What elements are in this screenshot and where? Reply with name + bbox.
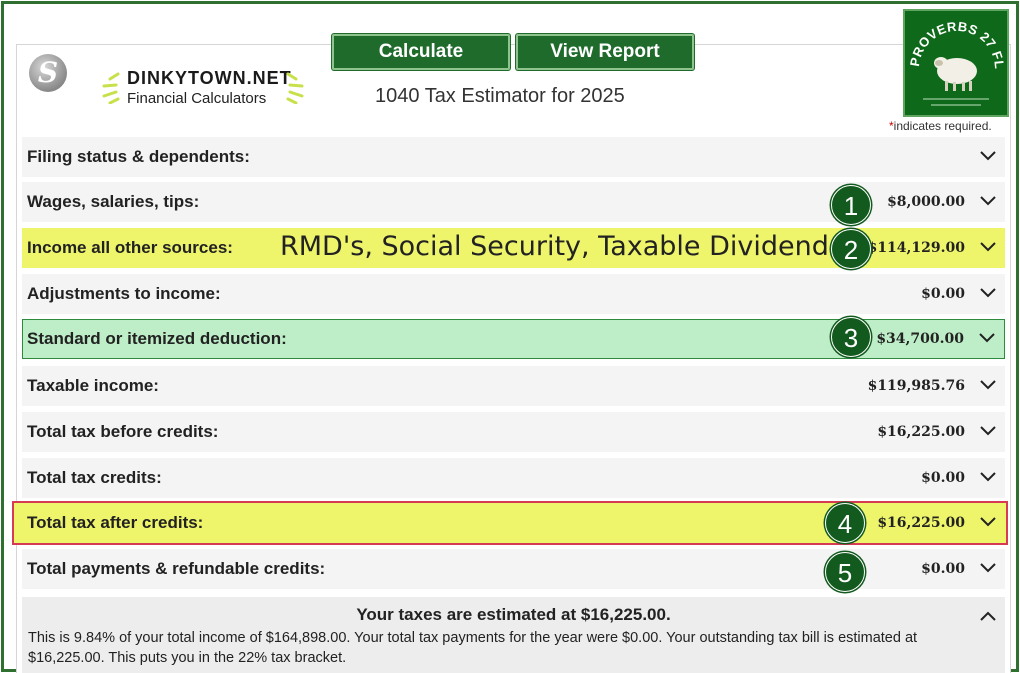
dinkytown-logo[interactable]: DINKYTOWN.NET Financial Calculators — [98, 66, 308, 112]
chevron-down-icon[interactable] — [979, 286, 997, 300]
chevron-down-icon[interactable] — [979, 424, 997, 438]
row-value: $0.00 — [921, 286, 965, 302]
row-label: Total tax before credits: — [27, 422, 219, 441]
summary-panel: Your taxes are estimated at $16,225.00. … — [22, 597, 1005, 673]
summary-title: Your taxes are estimated at $16,225.00. — [356, 605, 671, 624]
brand-name: DINKYTOWN.NET — [127, 68, 292, 88]
row-value: $8,000.00 — [887, 194, 965, 210]
view-report-button[interactable]: View Report — [516, 34, 694, 70]
marker-3: 3 — [831, 317, 871, 357]
row-label: Total payments & refundable credits: — [27, 559, 326, 578]
row-label: Total tax after credits: — [27, 513, 204, 532]
required-note: *indicates required. — [889, 119, 992, 133]
row-value: $16,225.00 — [877, 515, 965, 531]
row-label: Total tax credits: — [27, 468, 162, 487]
page-title: 1040 Tax Estimator for 2025 — [375, 85, 625, 107]
row-value: $119,985.76 — [867, 378, 965, 394]
sun-rays-left-icon — [102, 72, 120, 104]
marker-2: 2 — [831, 229, 871, 269]
summary-body: This is 9.84% of your total income of $1… — [28, 630, 918, 666]
s-logo-icon: S — [29, 54, 67, 92]
chevron-down-icon[interactable] — [979, 378, 997, 392]
row-value: $114,129.00 — [867, 240, 965, 256]
row-tax-before-credits[interactable]: Total tax before credits: $16,225.00 — [22, 412, 1005, 452]
row-value: $0.00 — [921, 470, 965, 486]
marker-4: 4 — [825, 503, 865, 543]
chevron-down-icon[interactable] — [979, 515, 997, 529]
row-taxable-income[interactable]: Taxable income: $119,985.76 — [22, 366, 1005, 406]
row-filing-status[interactable]: Filing status & dependents: — [22, 137, 1005, 177]
row-value: $16,225.00 — [877, 424, 965, 440]
row-label: Wages, salaries, tips: — [27, 192, 200, 211]
calculate-button[interactable]: Calculate — [332, 34, 510, 70]
sun-rays-right-icon — [286, 72, 304, 104]
row-label: Income all other sources: — [27, 238, 233, 257]
row-label: Standard or itemized deduction: — [27, 329, 287, 348]
chevron-down-icon[interactable] — [979, 194, 997, 208]
row-tax-credits[interactable]: Total tax credits: $0.00 — [22, 458, 1005, 498]
row-value: $0.00 — [921, 561, 965, 577]
income-annotation: RMD's, Social Security, Taxable Dividend… — [280, 231, 843, 262]
row-label: Adjustments to income: — [27, 284, 221, 303]
proverbs-27-flocks-logo: PROVERBS 27 FLOCKS — [903, 9, 1009, 117]
row-value: $34,700.00 — [876, 331, 964, 347]
chevron-down-icon[interactable] — [979, 561, 997, 575]
row-label: Filing status & dependents: — [27, 147, 250, 166]
marker-1: 1 — [831, 185, 871, 225]
chevron-down-icon[interactable] — [978, 331, 996, 345]
chevron-down-icon[interactable] — [979, 149, 997, 163]
chevron-down-icon[interactable] — [979, 240, 997, 254]
brand-subtitle: Financial Calculators — [127, 90, 267, 107]
row-label: Taxable income: — [27, 376, 159, 395]
chevron-down-icon[interactable] — [979, 470, 997, 484]
chevron-up-icon[interactable] — [979, 609, 997, 623]
marker-5: 5 — [825, 552, 865, 592]
row-adjustments[interactable]: Adjustments to income: $0.00 — [22, 274, 1005, 314]
sheep-icon: PROVERBS 27 FLOCKS — [905, 11, 1007, 106]
